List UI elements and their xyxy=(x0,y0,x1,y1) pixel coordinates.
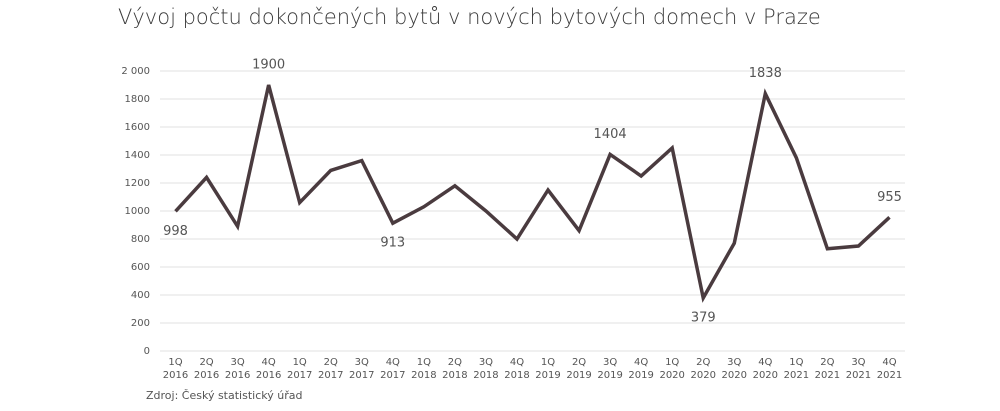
x-tick-label: 1Q 2018 xyxy=(411,357,436,381)
x-tick-quarter: 2Q xyxy=(448,357,462,368)
x-tick-quarter: 2Q xyxy=(572,357,586,368)
data-label: 379 xyxy=(691,310,716,325)
x-tick-quarter: 1Q xyxy=(168,357,182,368)
x-tick-year: 2017 xyxy=(287,370,312,381)
y-tick-label: 1200 xyxy=(125,178,150,189)
x-tick-year: 2016 xyxy=(225,370,250,381)
data-label: 1404 xyxy=(594,127,627,142)
x-tick-quarter: 1Q xyxy=(293,357,307,368)
x-tick-quarter: 1Q xyxy=(665,357,679,368)
data-label: 913 xyxy=(380,236,405,251)
x-tick-quarter: 4Q xyxy=(262,357,276,368)
x-tick-label: 2Q 2017 xyxy=(318,357,343,381)
x-tick-label: 2Q 2018 xyxy=(442,357,467,381)
x-tick-year: 2020 xyxy=(659,370,684,381)
x-tick-quarter: 4Q xyxy=(634,357,648,368)
x-tick-label: 3Q 2016 xyxy=(225,357,250,381)
x-tick-quarter: 2Q xyxy=(324,357,338,368)
x-tick-label: 1Q 2020 xyxy=(659,357,684,381)
x-tick-label: 4Q 2019 xyxy=(628,357,653,381)
x-tick-year: 2021 xyxy=(877,370,902,381)
data-label: 955 xyxy=(877,190,902,205)
x-tick-label: 1Q 2016 xyxy=(163,357,188,381)
x-tick-label: 4Q 2021 xyxy=(877,357,902,381)
x-tick-quarter: 4Q xyxy=(386,357,400,368)
x-tick-quarter: 4Q xyxy=(510,357,524,368)
y-tick-label: 600 xyxy=(131,262,150,273)
x-tick-year: 2021 xyxy=(846,370,871,381)
source: Zdroj: Český statistický úřad xyxy=(146,389,302,402)
x-tick-year: 2016 xyxy=(194,370,219,381)
x-tick-quarter: 3Q xyxy=(851,357,865,368)
y-tick-label: 1400 xyxy=(125,150,150,161)
x-tick-year: 2019 xyxy=(628,370,653,381)
x-tick-year: 2020 xyxy=(722,370,747,381)
x-tick-label: 2Q 2016 xyxy=(194,357,219,381)
x-tick-year: 2018 xyxy=(411,370,436,381)
data-label: 998 xyxy=(163,224,188,239)
y-tick-label: 1000 xyxy=(125,206,150,217)
x-tick-year: 2021 xyxy=(815,370,840,381)
x-tick-quarter: 1Q xyxy=(541,357,555,368)
x-tick-label: 3Q 2018 xyxy=(473,357,498,381)
x-tick-label: 3Q 2019 xyxy=(597,357,622,381)
y-tick-label: 2 000 xyxy=(121,66,150,77)
x-tick-year: 2021 xyxy=(784,370,809,381)
x-tick-year: 2017 xyxy=(349,370,374,381)
x-tick-label: 1Q 2017 xyxy=(287,357,312,381)
x-tick-label: 4Q 2020 xyxy=(753,357,778,381)
x-tick-year: 2017 xyxy=(318,370,343,381)
x-tick-quarter: 4Q xyxy=(758,357,772,368)
x-tick-year: 2018 xyxy=(473,370,498,381)
x-tick-label: 4Q 2018 xyxy=(504,357,529,381)
x-tick-quarter: 2Q xyxy=(696,357,710,368)
x-tick-label: 3Q 2020 xyxy=(722,357,747,381)
x-tick-quarter: 3Q xyxy=(479,357,493,368)
x-tick-label: 4Q 2017 xyxy=(380,357,405,381)
x-tick-quarter: 3Q xyxy=(230,357,244,368)
x-tick-quarter: 3Q xyxy=(727,357,741,368)
x-tick-label: 3Q 2021 xyxy=(846,357,871,381)
x-tick-quarter: 2Q xyxy=(820,357,834,368)
x-tick-quarter: 3Q xyxy=(355,357,369,368)
y-tick-label: 800 xyxy=(131,234,150,245)
x-tick-year: 2020 xyxy=(753,370,778,381)
x-tick-quarter: 2Q xyxy=(199,357,213,368)
x-tick-year: 2019 xyxy=(566,370,591,381)
x-tick-year: 2020 xyxy=(691,370,716,381)
x-tick-year: 2018 xyxy=(442,370,467,381)
data-label: 1838 xyxy=(749,66,782,81)
x-tick-label: 2Q 2020 xyxy=(691,357,716,381)
x-tick-year: 2019 xyxy=(535,370,560,381)
x-tick-label: 2Q 2021 xyxy=(815,357,840,381)
data-line xyxy=(174,84,891,303)
y-tick-label: 400 xyxy=(131,290,150,301)
y-tick-label: 1600 xyxy=(125,122,150,133)
y-tick-label: 0 xyxy=(144,346,150,357)
y-tick-label: 1800 xyxy=(125,94,150,105)
x-tick-quarter: 1Q xyxy=(789,357,803,368)
x-tick-year: 2016 xyxy=(163,370,188,381)
x-tick-label: 3Q 2017 xyxy=(349,357,374,381)
x-tick-label: 2Q 2019 xyxy=(566,357,591,381)
x-tick-year: 2018 xyxy=(504,370,529,381)
x-tick-year: 2019 xyxy=(597,370,622,381)
x-tick-label: 1Q 2021 xyxy=(784,357,809,381)
chart-title: Vývoj počtu dokončených bytů v nových by… xyxy=(118,5,821,29)
x-tick-quarter: 3Q xyxy=(603,357,617,368)
y-tick-label: 200 xyxy=(131,318,150,329)
x-tick-label: 4Q 2016 xyxy=(256,357,281,381)
x-tick-label: 1Q 2019 xyxy=(535,357,560,381)
data-label: 1900 xyxy=(252,58,285,73)
x-tick-year: 2016 xyxy=(256,370,281,381)
x-tick-year: 2017 xyxy=(380,370,405,381)
x-tick-quarter: 1Q xyxy=(417,357,431,368)
x-tick-quarter: 4Q xyxy=(882,357,896,368)
